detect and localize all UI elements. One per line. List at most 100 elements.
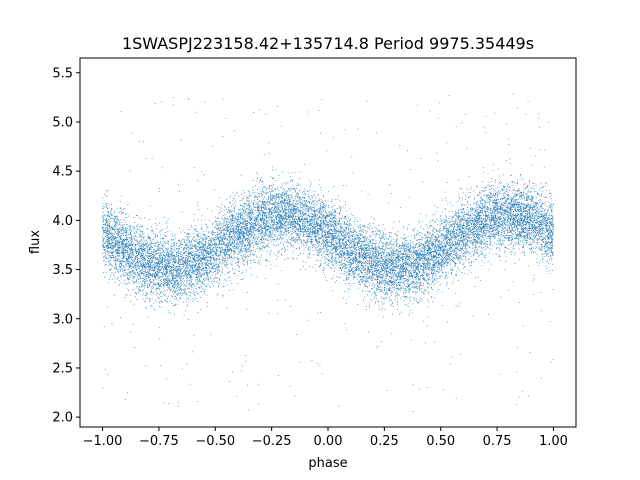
data-point — [515, 216, 517, 218]
data-point — [146, 257, 148, 259]
data-point — [374, 256, 376, 258]
data-point — [103, 259, 105, 261]
data-point — [270, 218, 272, 220]
data-point — [282, 234, 284, 235]
data-point — [527, 213, 529, 214]
data-point — [311, 195, 313, 196]
data-point — [499, 248, 500, 250]
data-point — [186, 274, 188, 276]
data-point — [494, 112, 496, 114]
data-point — [544, 238, 545, 240]
data-point — [108, 244, 110, 246]
data-point — [250, 243, 251, 245]
data-point — [535, 235, 536, 237]
data-point — [403, 273, 404, 275]
data-point — [256, 276, 258, 278]
data-point — [305, 241, 307, 243]
data-point — [536, 216, 538, 218]
data-point — [514, 199, 516, 201]
data-point — [356, 258, 358, 260]
data-point — [506, 234, 508, 236]
data-point — [535, 197, 537, 198]
data-point — [201, 260, 203, 261]
data-point — [132, 237, 134, 239]
data-point — [385, 260, 387, 261]
data-point — [314, 203, 316, 205]
data-point — [468, 239, 470, 241]
data-point — [208, 255, 210, 257]
data-point — [327, 224, 329, 226]
data-point — [369, 257, 371, 259]
data-point — [299, 210, 301, 211]
data-point — [387, 251, 389, 253]
data-point — [224, 250, 226, 252]
data-point — [462, 253, 464, 254]
data-point — [410, 274, 412, 276]
data-point — [308, 215, 310, 216]
data-point — [233, 237, 235, 238]
data-point — [428, 279, 429, 281]
data-point — [546, 244, 548, 246]
data-point — [449, 259, 450, 260]
data-point — [332, 245, 334, 247]
data-point — [153, 280, 155, 282]
data-point — [347, 260, 349, 262]
data-point — [286, 227, 288, 229]
data-point — [126, 238, 128, 240]
data-point — [170, 256, 172, 258]
data-point — [227, 258, 229, 260]
data-point — [309, 241, 311, 243]
data-point — [130, 250, 132, 252]
data-point — [275, 265, 277, 267]
data-point — [157, 249, 159, 251]
data-point — [543, 245, 545, 247]
data-point — [484, 262, 485, 264]
data-point — [508, 138, 510, 140]
data-point — [297, 197, 298, 199]
data-point — [340, 268, 341, 270]
data-point — [148, 273, 150, 275]
data-point — [257, 206, 258, 208]
data-point — [261, 206, 263, 208]
data-point — [183, 275, 184, 277]
data-point — [418, 259, 420, 260]
data-point — [314, 213, 316, 215]
data-point — [258, 196, 260, 198]
data-point — [535, 205, 537, 206]
data-point — [183, 272, 185, 274]
data-point — [438, 259, 439, 261]
data-point — [234, 234, 236, 236]
data-point — [124, 268, 126, 270]
data-point — [384, 287, 386, 289]
data-point — [257, 204, 259, 206]
data-point — [331, 230, 332, 231]
data-point — [461, 259, 462, 261]
data-point — [204, 255, 206, 256]
data-point — [250, 220, 252, 222]
data-point — [271, 227, 273, 229]
data-point — [206, 257, 208, 259]
data-point — [433, 239, 435, 240]
data-point — [309, 202, 310, 203]
data-point — [303, 190, 304, 192]
data-point — [405, 296, 406, 297]
data-point — [474, 246, 476, 248]
data-point — [174, 260, 176, 261]
data-point — [190, 279, 192, 281]
data-point — [438, 102, 440, 104]
data-point — [272, 196, 274, 198]
data-point — [432, 281, 434, 282]
data-point — [487, 212, 489, 213]
data-point — [308, 231, 310, 233]
data-point — [424, 249, 425, 250]
data-point — [141, 257, 143, 258]
data-point — [188, 319, 189, 320]
data-point — [191, 301, 193, 302]
data-point — [130, 226, 131, 227]
data-point — [531, 196, 532, 198]
data-point — [247, 384, 248, 386]
data-point — [247, 204, 249, 206]
data-point — [407, 243, 408, 245]
data-point — [250, 232, 252, 234]
data-point — [399, 268, 401, 269]
